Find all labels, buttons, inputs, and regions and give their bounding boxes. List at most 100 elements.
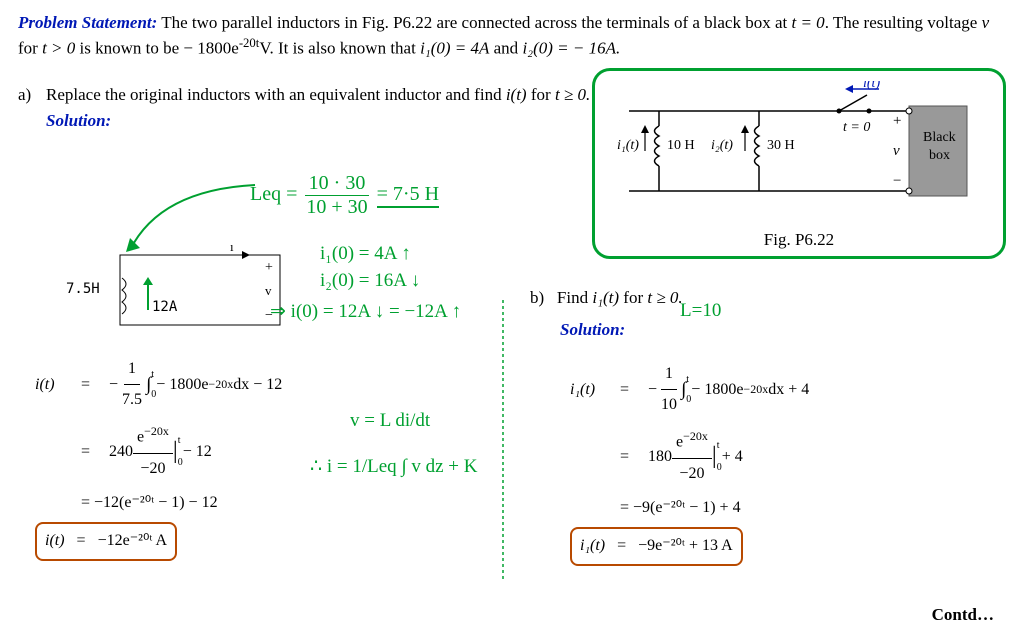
ps-t4: is known to be − 1800e: [75, 39, 239, 58]
pb-iv: i₁(t): [592, 288, 619, 307]
pb-d1: Find: [557, 288, 592, 307]
ps-t0: t = 0: [791, 13, 824, 32]
ps-t5: V. It is also known that: [259, 39, 420, 58]
green-int: ∴ i = 1/Leq ∫ v dz + K: [310, 455, 477, 478]
ps-t6: and: [489, 39, 522, 58]
svg-text:v: v: [265, 283, 272, 298]
eqA-l1-dx: dx − 12: [233, 370, 282, 400]
eqB-block: i₁(t) = − 1 10 ∫ t 0 − 1800e−20x dx + 4 …: [570, 355, 809, 570]
eqB-l2-eq: =: [620, 442, 648, 472]
eqB-l1-dx: dx + 4: [768, 375, 809, 405]
eqA-l3-t: = −12(e⁻²⁰ᵗ − 1) − 12: [81, 488, 218, 518]
eqB-l4-eq: =: [617, 537, 626, 554]
eqA-l1-frac: 1 7.5: [118, 354, 146, 416]
eqB-l2-180: 180: [648, 442, 672, 472]
green-i20: i₂(0) = 16A ↓: [320, 270, 420, 292]
green-arrow-12a: [138, 275, 158, 315]
eqA-l1-num: 1: [124, 354, 140, 385]
eqA-l2-eq: =: [81, 437, 109, 467]
eqB-l1-bexp: −20x: [743, 378, 768, 401]
part-b: b) Find i₁(t) for t ≥ 0.: [530, 288, 683, 308]
eqB-l2-tail: + 4: [722, 442, 743, 472]
eqB-l1: i₁(t) = − 1 10 ∫ t 0 − 1800e−20x dx + 4: [570, 359, 809, 421]
eqA-l2-exp: −20x: [144, 424, 169, 438]
eqB-l1-body: − 1800e: [691, 375, 743, 405]
eqA-l2: = 240 e−20x −20 | t 0 − 12: [35, 420, 282, 484]
figure-svg: i₁(t) 10 H i₂(t) 30 H t = 0 i(t) + v − B…: [609, 81, 989, 221]
fig-v: v: [893, 143, 900, 159]
pa-d2: for: [527, 85, 555, 104]
green-vldi: v = L di/dt: [350, 410, 430, 432]
eqA-l4-rhs: −12e⁻²⁰ᵗ A: [98, 532, 168, 549]
part-b-label: b): [530, 288, 544, 307]
fig-t0: t = 0: [843, 120, 870, 135]
eqB-l3: = −9(e⁻²⁰ᵗ − 1) + 4: [570, 493, 809, 523]
eqB-l2-frac: e−20x −20: [672, 425, 712, 489]
problem-statement: Problem Statement: The two parallel indu…: [18, 12, 1006, 61]
fig-i2: i₂(t): [711, 138, 733, 153]
pb-cond: t ≥ 0.: [647, 288, 682, 307]
eqA-l2-den: −20: [136, 454, 169, 484]
svg-text:+: +: [265, 260, 273, 275]
eqA-l1: i(t) = − 1 7.5 ∫ t 0 − 1800e−20x dx − 12: [35, 354, 282, 416]
green-L10: L=10: [680, 300, 721, 322]
leq-num: 10 · 30: [305, 172, 370, 196]
fig-box1: Black: [923, 130, 956, 145]
eqA-l4: i(t) = −12e⁻²⁰ᵗ A: [35, 522, 282, 560]
fig-plus: +: [893, 113, 901, 129]
ps-exp: -20t: [239, 36, 260, 50]
eqB-l1-lhs: i₁(t): [570, 375, 620, 405]
eqA-l4-lhs: i(t): [45, 532, 65, 549]
fig-i1: i₁(t): [617, 138, 639, 153]
pa-d1: Replace the original inductors with an e…: [46, 85, 506, 104]
ps-t1: The two parallel inductors in Fig. P6.22…: [161, 13, 791, 32]
ps-tgt0: t > 0: [42, 39, 75, 58]
green-arrow-leq: [120, 180, 280, 260]
eqA-l1-den: 7.5: [118, 385, 146, 415]
fig-L2: 30 H: [767, 138, 795, 153]
ps-t3: for: [18, 39, 42, 58]
eqA-l4-eq: =: [77, 532, 86, 549]
pa-cond: t ≥ 0.: [555, 85, 590, 104]
problem-label: Problem Statement:: [18, 13, 157, 32]
eqB-l1-den: 10: [657, 390, 681, 420]
part-a-label: a): [18, 85, 46, 105]
eqB-l4-lhs: i₁(t): [580, 537, 605, 554]
ps-t2: . The resulting voltage: [825, 13, 982, 32]
eqB-l1-num: 1: [661, 359, 677, 390]
eqA-l2-frac: e−20x −20: [133, 420, 173, 484]
eqA-l1-body: − 1800e: [156, 370, 208, 400]
green-divider: [500, 300, 506, 580]
green-i10: i₁(0) = 4A ↑: [320, 243, 411, 265]
figure-container: i₁(t) 10 H i₂(t) 30 H t = 0 i(t) + v − B…: [592, 68, 1006, 259]
fig-it: i(t): [863, 81, 880, 91]
fig-box2: box: [929, 148, 950, 163]
eqB-l4-rhs: −9e⁻²⁰ᵗ + 13 A: [638, 537, 733, 554]
green-i0a: ⇒ i(0) = 12A ↓ = −12A ↑: [270, 300, 461, 323]
eqA-l1-bexp: −20x: [208, 373, 233, 396]
eqA-l1-lhs: i(t): [35, 370, 81, 400]
eqB-l4: i₁(t) = −9e⁻²⁰ᵗ + 13 A: [570, 527, 809, 565]
pa-iv: i(t): [506, 85, 527, 104]
eqA-l3: = −12(e⁻²⁰ᵗ − 1) − 12: [35, 488, 282, 518]
ps-i20: i₂(0) = − 16A.: [522, 39, 620, 58]
pb-d2: for: [619, 288, 647, 307]
eqA-l1-eq: =: [81, 370, 109, 400]
eqB-l2-exp: −20x: [683, 429, 708, 443]
fig-caption: Fig. P6.22: [609, 230, 989, 250]
fig-minus: −: [893, 173, 901, 189]
eqB-l1-frac: 1 10: [657, 359, 681, 421]
eqB-l1-eq: =: [620, 375, 648, 405]
green-vldi-t: v = L di/dt: [350, 410, 430, 431]
leq-eq: = 7·5 H: [377, 183, 439, 208]
ps-v: v: [982, 13, 990, 32]
contd: Contd…: [932, 605, 994, 625]
eqA-l2-240: 240: [109, 437, 133, 467]
eqA-l2-tail: − 12: [183, 437, 212, 467]
eqB-l3-t: = −9(e⁻²⁰ᵗ − 1) + 4: [620, 493, 741, 523]
ckt-L: 7.5H: [66, 281, 100, 297]
eqB-l2-den: −20: [675, 459, 708, 489]
ps-i10: i₁(0) = 4A: [420, 39, 489, 58]
fig-L1: 10 H: [667, 138, 695, 153]
leq-frac: 10 · 30 10 + 30: [302, 172, 371, 219]
